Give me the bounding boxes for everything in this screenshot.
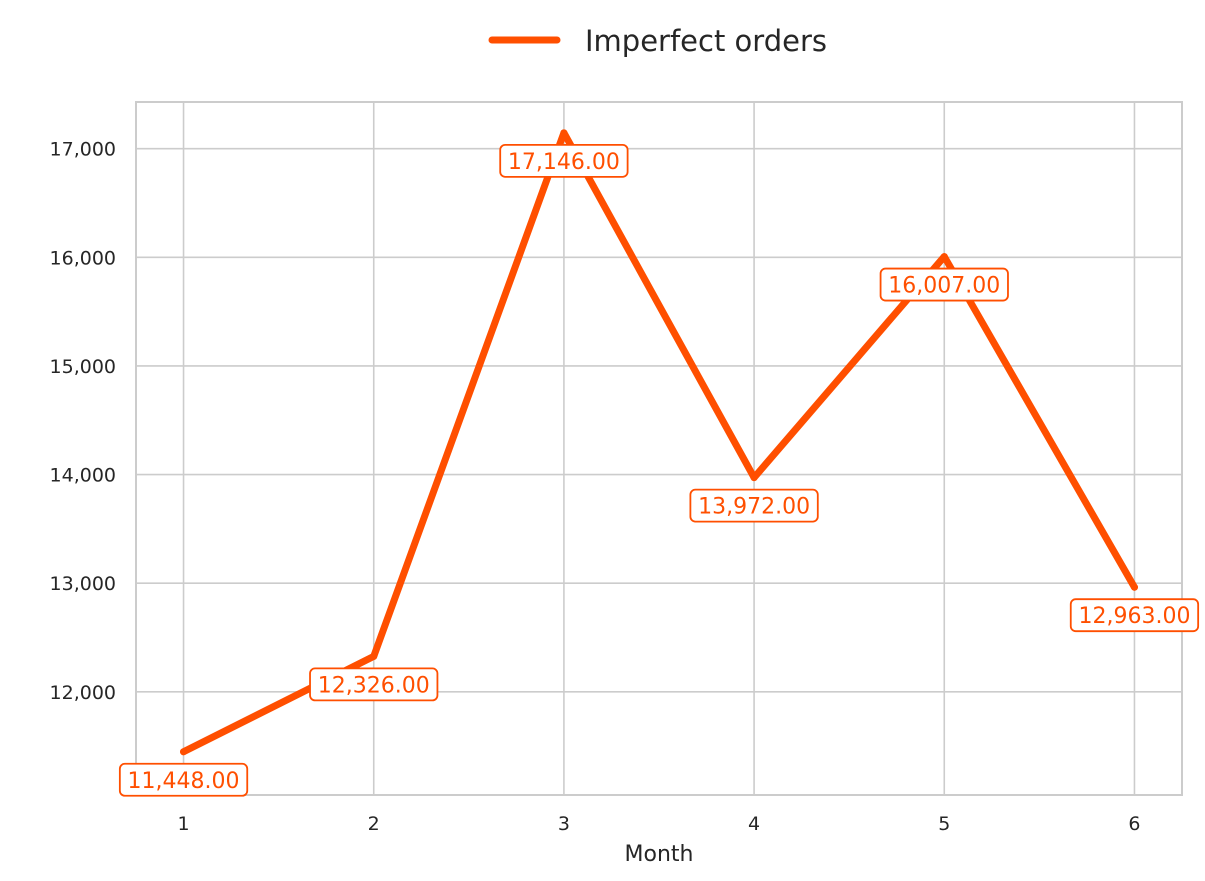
data-point — [750, 474, 758, 482]
data-label-box — [879, 267, 1009, 302]
x-tick-label: 6 — [1128, 813, 1140, 835]
x-axis-label: Month — [625, 842, 694, 867]
data-point — [560, 129, 568, 137]
y-tick-label: 15,000 — [50, 356, 116, 378]
legend-label-imperfect-orders: Imperfect orders — [585, 24, 827, 58]
x-tick-label: 4 — [748, 813, 760, 835]
data-point — [180, 748, 188, 756]
data-label-box — [1069, 598, 1200, 633]
data-point — [370, 652, 378, 660]
data-point — [1130, 583, 1138, 591]
data-labels: 11,448.00 12,326.00 17,146.00 13,972.00 16,0… — [118, 143, 1200, 797]
y-axis-ticks: 12,000 13,000 14,000 15,000 16,000 17,000 — [50, 139, 116, 704]
data-label-text: 13,972.00 — [698, 495, 810, 520]
data-label-box — [499, 143, 629, 178]
x-tick-label: 3 — [558, 813, 570, 835]
data-label-text: 12,326.00 — [318, 673, 430, 698]
data-label: 11,448.00 — [118, 762, 249, 797]
data-label: 12,963.00 — [1069, 598, 1200, 633]
x-tick-label: 2 — [368, 813, 380, 835]
x-tick-label: 5 — [938, 813, 950, 835]
data-label: 17,146.00 — [499, 143, 629, 178]
data-point — [940, 253, 948, 261]
series-line-imperfect-orders — [180, 129, 1138, 756]
data-label-text: 17,146.00 — [508, 150, 620, 175]
data-label-box — [689, 488, 819, 523]
x-axis-ticks: 1 2 3 4 5 6 — [177, 813, 1140, 835]
legend: Imperfect orders — [488, 24, 827, 58]
data-label-box — [309, 667, 439, 702]
grid-lines — [136, 102, 1182, 795]
data-label: 12,326.00 — [309, 667, 439, 702]
y-tick-label: 14,000 — [50, 465, 116, 487]
series-layer — [180, 129, 1138, 756]
data-label-box — [118, 762, 249, 797]
data-label: 13,972.00 — [689, 488, 819, 523]
plot-area-frame — [135, 101, 1183, 796]
y-tick-label: 17,000 — [50, 139, 116, 161]
data-label-text: 12,963.00 — [1078, 604, 1190, 629]
x-tick-label: 1 — [177, 813, 189, 835]
data-label-text: 11,448.00 — [128, 769, 240, 794]
y-tick-label: 16,000 — [50, 247, 116, 269]
data-label: 16,007.00 — [879, 267, 1009, 302]
y-tick-label: 13,000 — [50, 573, 116, 595]
data-label-text: 16,007.00 — [888, 274, 1000, 299]
y-tick-label: 12,000 — [50, 682, 116, 704]
